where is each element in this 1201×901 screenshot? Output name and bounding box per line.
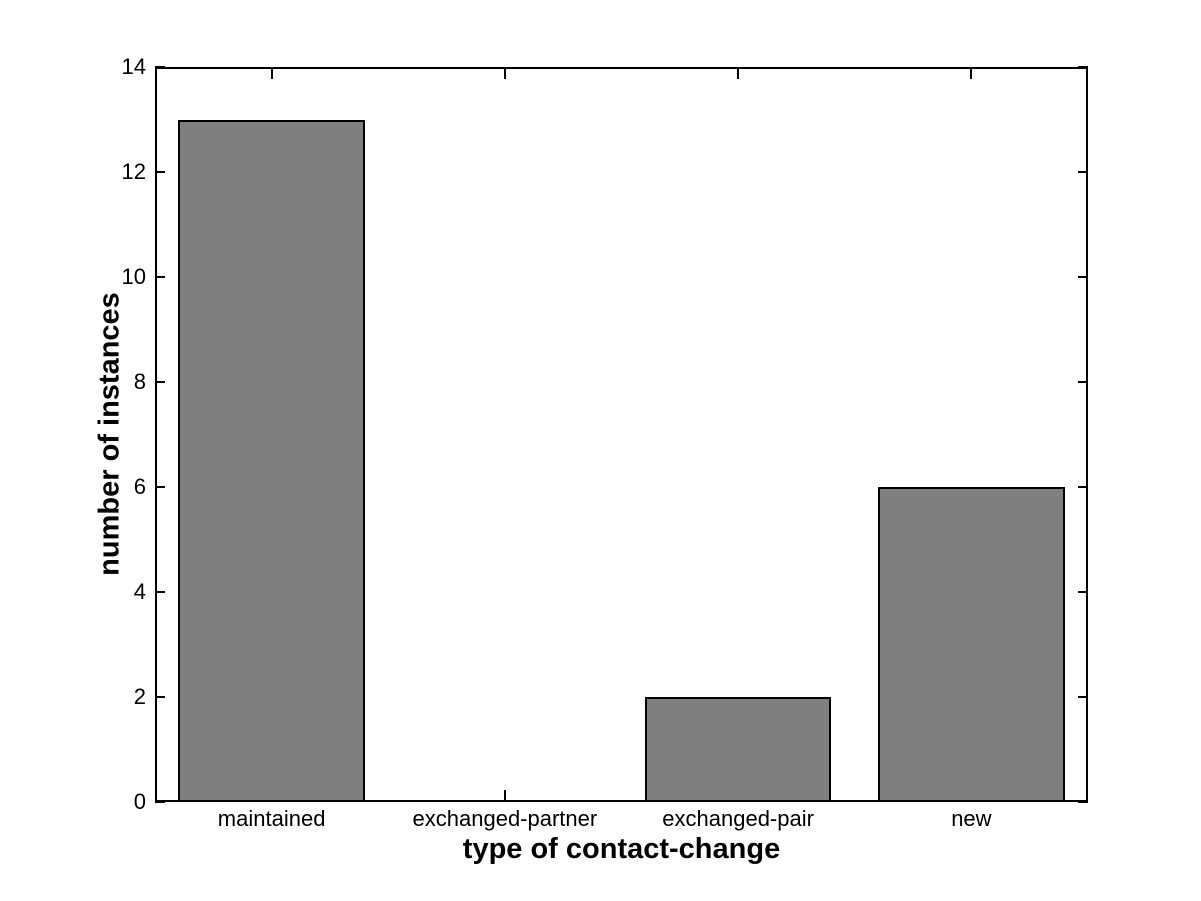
bar-maintained — [178, 119, 365, 802]
bar-new — [878, 487, 1065, 802]
x-tick-label-new: new — [951, 806, 992, 831]
y-tick-left — [155, 486, 165, 488]
y-tick-label: 10 — [121, 264, 146, 289]
y-tick-right — [1078, 276, 1088, 278]
x-tick-label-maintained: maintained — [217, 806, 326, 831]
x-tick-label-exchanged-partner: exchanged-partner — [412, 806, 598, 831]
y-tick-label: 4 — [133, 579, 146, 604]
bar-exchanged-pair — [644, 697, 832, 802]
y-tick-label: 0 — [133, 789, 146, 814]
x-tick-label-exchanged-pair: exchanged-pair — [662, 806, 814, 831]
y-tick-right — [1078, 171, 1088, 173]
y-tick-left — [155, 66, 165, 68]
y-tick-left — [155, 591, 165, 593]
y-tick-left — [155, 801, 165, 803]
x-tick-bottom — [503, 790, 506, 800]
y-tick-label: 2 — [133, 684, 146, 709]
x-tick-top — [737, 69, 740, 79]
x-tick-top — [503, 69, 506, 79]
y-tick-right — [1078, 696, 1088, 698]
y-tick-label: 12 — [121, 159, 146, 184]
y-tick-right — [1078, 801, 1088, 803]
y-tick-label: 14 — [121, 54, 146, 79]
y-tick-right — [1078, 381, 1088, 383]
y-tick-right — [1078, 486, 1088, 488]
y-tick-left — [155, 696, 165, 698]
y-tick-label: 8 — [133, 369, 146, 394]
y-tick-left — [155, 276, 165, 278]
y-tick-left — [155, 171, 165, 173]
x-axis-label: type of contact-change — [462, 833, 781, 865]
y-axis-label: number of instances — [93, 292, 126, 576]
y-tick-left — [155, 381, 165, 383]
x-tick-top — [970, 69, 973, 79]
y-tick-right — [1078, 66, 1088, 68]
y-tick-right — [1078, 591, 1088, 593]
x-tick-top — [270, 69, 273, 79]
y-tick-label: 6 — [133, 474, 146, 499]
